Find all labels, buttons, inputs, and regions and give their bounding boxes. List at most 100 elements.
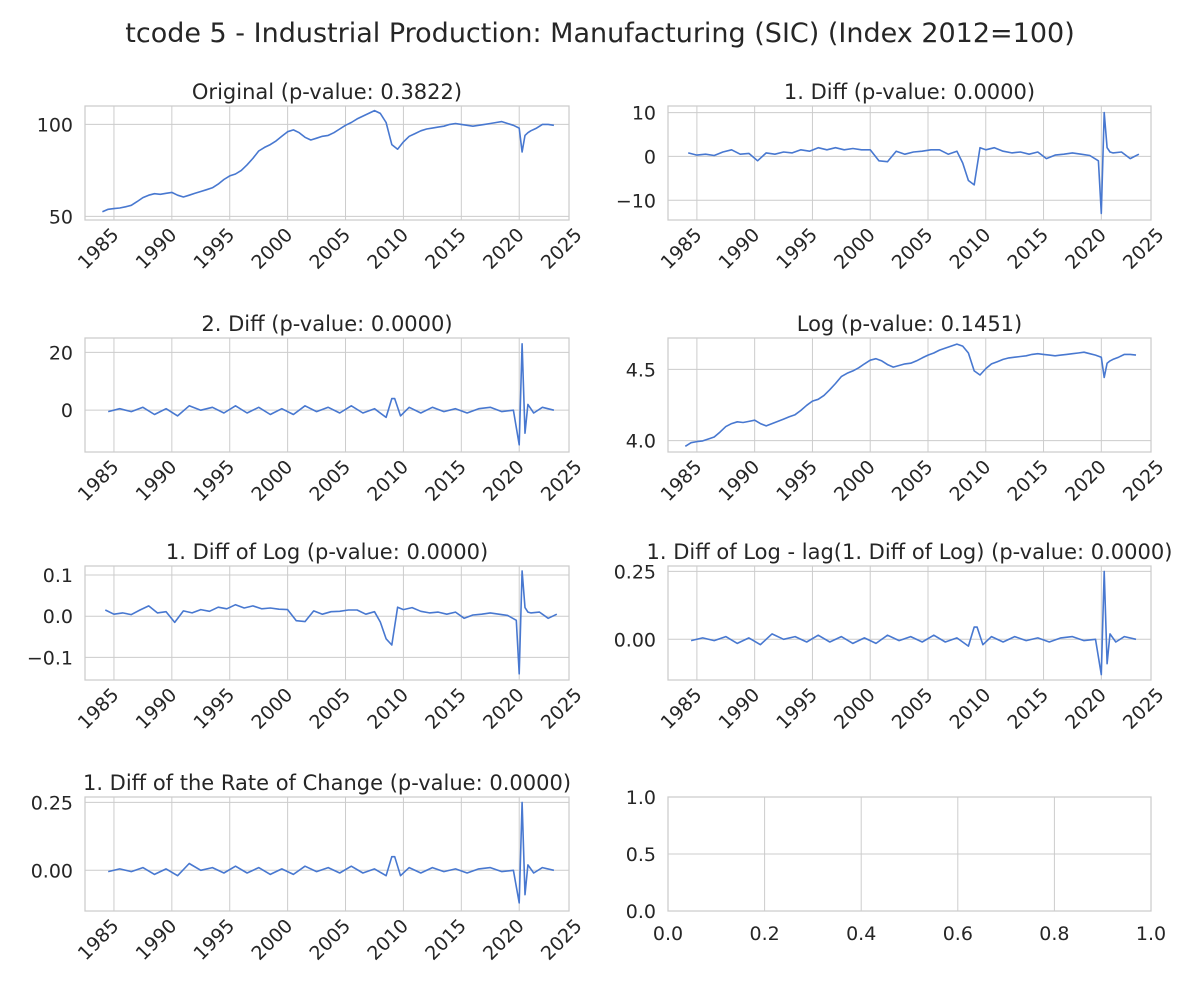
x-tick-label: 2015 — [1003, 224, 1053, 274]
x-tick-label: 2005 — [305, 224, 355, 274]
y-tick-label: 0.0 — [43, 606, 73, 628]
x-tick-label: 2005 — [888, 224, 938, 274]
y-tick-label: 10 — [632, 103, 656, 125]
subplot-7: 1. Diff of the Rate of Change (p-value: … — [31, 771, 587, 965]
subplot-title: Log (p-value: 0.1451) — [797, 312, 1023, 336]
x-tick-label: 1985 — [657, 224, 707, 274]
series-line-1 — [684, 343, 1137, 447]
y-tick-label: 0 — [644, 146, 656, 168]
y-tick-label: 0.1 — [43, 565, 73, 587]
axes-frame — [667, 105, 1152, 221]
x-tick-label: 2005 — [305, 684, 355, 734]
x-tick-label: 2025 — [537, 224, 587, 274]
y-tick-label: 4.0 — [626, 431, 656, 453]
x-tick-label: 2000 — [247, 456, 297, 506]
x-tick-label: 1985 — [657, 684, 707, 734]
y-tick-label: 0.5 — [626, 844, 656, 866]
y-tick-label: 0.00 — [614, 629, 656, 651]
x-tick-label: 2020 — [479, 915, 529, 965]
x-tick-label: 0.4 — [846, 923, 876, 945]
x-tick-label: 2005 — [305, 915, 355, 965]
x-tick-label: 2000 — [247, 684, 297, 734]
x-tick-label: 2025 — [537, 684, 587, 734]
subplot-6: 1. Diff of Log - lag(1. Diff of Log) (p-… — [614, 540, 1173, 734]
x-tick-label: 1995 — [190, 684, 240, 734]
x-tick-label: 2025 — [537, 915, 587, 965]
x-tick-label: 1990 — [714, 224, 764, 274]
x-tick-label: 1990 — [132, 684, 182, 734]
x-tick-label: 2005 — [305, 456, 355, 506]
x-tick-label: 2015 — [421, 224, 471, 274]
series-line-1 — [102, 109, 555, 213]
y-tick-label: 50 — [49, 206, 73, 228]
subplot-title: Original (p-value: 0.3822) — [192, 80, 462, 104]
x-tick-label: 1995 — [190, 456, 240, 506]
x-tick-label: 0.6 — [943, 923, 973, 945]
x-tick-label: 0.0 — [653, 923, 683, 945]
x-tick-label: 2015 — [421, 915, 471, 965]
x-tick-label: 1990 — [132, 456, 182, 506]
y-tick-label: 100 — [37, 114, 73, 136]
x-tick-label: 1985 — [74, 456, 124, 506]
y-tick-label: 0.25 — [614, 561, 656, 583]
y-tick-label: 0.00 — [31, 860, 73, 882]
x-tick-label: 2010 — [946, 684, 996, 734]
subplot-1: Original (p-value: 0.3822) 50 100 1985 1990 1… — [37, 80, 587, 274]
x-tick-label: 1985 — [74, 915, 124, 965]
x-tick-label: 2010 — [946, 456, 996, 506]
x-tick-label: 0.8 — [1039, 923, 1069, 945]
x-tick-label: 1985 — [74, 224, 124, 274]
x-tick-label: 1990 — [714, 684, 764, 734]
x-tick-label: 2015 — [1003, 684, 1053, 734]
y-tick-label: 20 — [49, 342, 73, 364]
series-line-1 — [690, 570, 1137, 676]
x-tick-label: 2010 — [363, 915, 413, 965]
y-tick-label: 0.25 — [31, 792, 73, 814]
x-tick-label: 2025 — [1119, 684, 1169, 734]
subplot-title: 2. Diff (p-value: 0.0000) — [201, 312, 452, 336]
y-tick-label: 0.0 — [626, 901, 656, 923]
x-tick-label: 2010 — [946, 224, 996, 274]
x-tick-label: 2025 — [537, 456, 587, 506]
x-tick-label: 2000 — [830, 224, 880, 274]
subplot-title: 1. Diff of the Rate of Change (p-value: … — [83, 771, 571, 795]
x-tick-label: 1990 — [714, 456, 764, 506]
axes-frame — [84, 337, 570, 453]
x-tick-label: 1995 — [772, 684, 822, 734]
y-tick-label: 0 — [61, 400, 73, 422]
x-tick-label: 2015 — [1003, 456, 1053, 506]
x-tick-label: 2010 — [363, 684, 413, 734]
subplot-title: 1. Diff of Log (p-value: 0.0000) — [166, 540, 488, 564]
series-line-1 — [108, 342, 555, 446]
x-tick-label: 2020 — [1061, 224, 1111, 274]
x-tick-label: 2000 — [247, 915, 297, 965]
subplot-2: 1. Diff (p-value: 0.0000) −10 0 10 1985 1990 1… — [616, 80, 1169, 274]
subplot-title: 1. Diff (p-value: 0.0000) — [784, 80, 1035, 104]
axes-frame — [84, 796, 570, 912]
x-tick-label: 2020 — [479, 456, 529, 506]
subplot-title: 1. Diff of Log - lag(1. Diff of Log) (p-… — [647, 540, 1173, 564]
subplot-3: 2. Diff (p-value: 0.0000) 0 20 1985 1990 1995… — [49, 312, 587, 506]
y-tick-label: 4.5 — [626, 359, 656, 381]
x-tick-label: 1990 — [132, 224, 182, 274]
x-tick-label: 1995 — [772, 224, 822, 274]
x-tick-label: 1985 — [657, 456, 707, 506]
series-line-1 — [104, 570, 558, 675]
series-line-1 — [108, 801, 555, 904]
subplot-5: 1. Diff of Log (p-value: 0.0000) −0.1 0.0 0… — [27, 540, 587, 734]
x-tick-label: 2010 — [363, 456, 413, 506]
x-tick-label: 2025 — [1119, 456, 1169, 506]
x-tick-label: 2020 — [479, 224, 529, 274]
x-tick-label: 2020 — [1061, 456, 1111, 506]
axes-frame — [84, 105, 570, 221]
x-tick-label: 2020 — [1061, 684, 1111, 734]
series-line-1 — [688, 111, 1140, 215]
x-tick-label: 1995 — [190, 224, 240, 274]
figure-title: tcode 5 - Industrial Production: Manufac… — [125, 18, 1074, 49]
x-tick-label: 2015 — [421, 456, 471, 506]
x-tick-label: 1985 — [74, 684, 124, 734]
axes-frame — [84, 565, 570, 681]
x-tick-label: 2015 — [421, 684, 471, 734]
